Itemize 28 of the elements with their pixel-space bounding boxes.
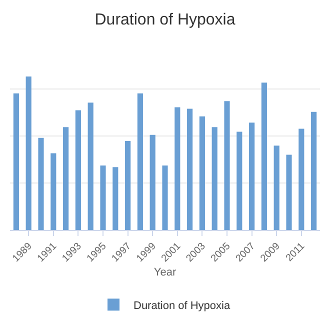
bar bbox=[88, 102, 94, 230]
bar bbox=[249, 122, 255, 230]
bar bbox=[13, 93, 19, 230]
legend-label: Duration of Hypoxia bbox=[134, 300, 231, 312]
bar bbox=[75, 110, 81, 230]
bar bbox=[174, 107, 180, 230]
chart-title: Duration of Hypoxia bbox=[94, 11, 236, 28]
bar bbox=[274, 146, 280, 230]
bar bbox=[162, 166, 168, 230]
bar bbox=[50, 153, 56, 230]
bar bbox=[63, 127, 69, 230]
bar bbox=[38, 138, 44, 230]
bar bbox=[137, 93, 143, 230]
bar bbox=[112, 167, 118, 230]
bar bbox=[298, 128, 304, 230]
bar bbox=[212, 127, 218, 230]
bar bbox=[187, 108, 193, 230]
bar bbox=[150, 134, 156, 230]
bar bbox=[261, 82, 267, 230]
bar bbox=[199, 116, 205, 230]
bar bbox=[224, 101, 230, 230]
bar bbox=[125, 140, 131, 230]
bar bbox=[26, 76, 32, 230]
bar bbox=[100, 166, 106, 230]
x-axis-title: Year bbox=[154, 266, 176, 279]
bar bbox=[236, 132, 242, 230]
bar bbox=[286, 154, 292, 230]
bar bbox=[311, 112, 317, 230]
